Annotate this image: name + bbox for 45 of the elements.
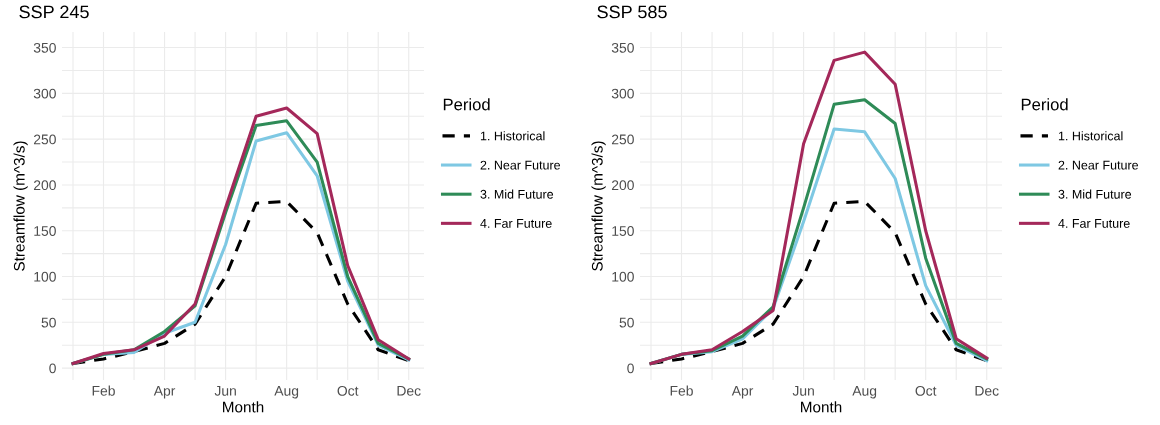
legend-label: 4. Far Future	[1058, 219, 1130, 228]
y-tick-label: 200	[611, 180, 634, 191]
y-axis-title: Streamflow (m^3/s)	[13, 141, 28, 271]
y-tick-label: 250	[33, 134, 56, 145]
legend-label: 4. Far Future	[480, 219, 552, 228]
x-axis-title: Month	[801, 401, 842, 413]
x-tick-label: Dec	[975, 386, 999, 396]
y-tick-label: 50	[619, 317, 634, 328]
y-tick-label: 350	[33, 42, 56, 53]
x-axis-title: Month	[223, 401, 264, 413]
y-tick-label: 200	[33, 180, 56, 191]
x-tick-label: Feb	[92, 385, 115, 396]
legend-title: Period	[443, 98, 490, 111]
x-tick-label: Apr	[153, 386, 176, 399]
y-tick-label: 0	[49, 363, 56, 374]
chart-title: SSP 245	[19, 5, 89, 19]
y-tick-label: 0	[627, 363, 634, 374]
y-tick-label: 300	[611, 88, 634, 99]
x-tick-label: Dec	[397, 386, 421, 396]
legend-label: 2. Near Future	[480, 160, 561, 170]
x-tick-label: Oct	[337, 385, 359, 396]
legend-label: 1. Historical	[1058, 131, 1123, 141]
y-axis-title: Streamflow (m^3/s)	[591, 141, 606, 271]
x-tick-label: Feb	[670, 385, 693, 396]
legend-title: Period	[1021, 98, 1068, 111]
y-tick-label: 250	[611, 134, 634, 145]
y-tick-label: 100	[34, 271, 56, 282]
x-tick-label: Oct	[915, 385, 937, 396]
legend-label: 3. Mid Future	[1058, 189, 1132, 199]
legend-label: 2. Near Future	[1058, 160, 1139, 170]
y-tick-label: 150	[34, 226, 56, 236]
chart-title: SSP 585	[597, 5, 667, 19]
x-tick-label: Aug	[852, 386, 877, 399]
y-tick-label: 350	[611, 42, 634, 53]
x-tick-label: Aug	[274, 386, 299, 399]
x-tick-label: Apr	[731, 386, 754, 399]
y-tick-label: 150	[612, 226, 634, 236]
line-series	[649, 50, 989, 366]
x-tick-label: Jun	[792, 386, 814, 396]
legend-label: 3. Mid Future	[480, 189, 554, 199]
legend-label: 1. Historical	[480, 131, 545, 141]
y-tick-label: 100	[612, 271, 634, 282]
x-tick-label: Jun	[214, 386, 236, 396]
y-tick-label: 300	[33, 88, 56, 99]
y-tick-label: 50	[41, 317, 56, 328]
